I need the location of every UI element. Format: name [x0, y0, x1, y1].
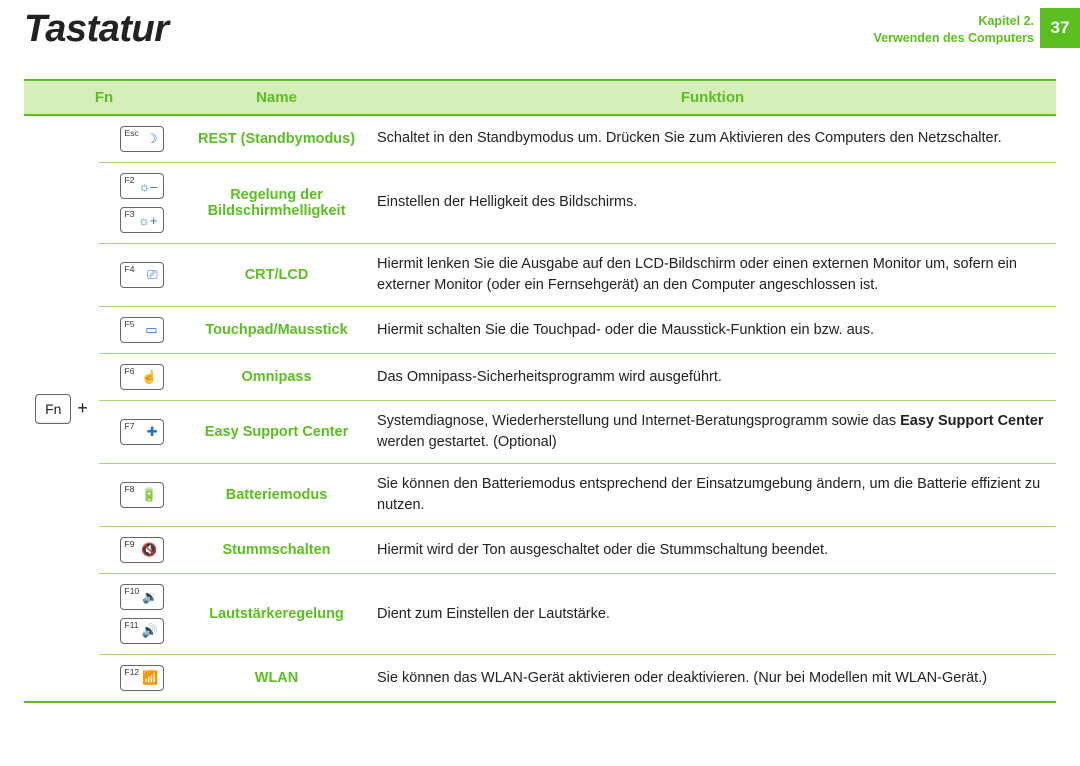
- key-cell: F10🔉 F11🔊: [99, 574, 184, 655]
- fn-keys-table: Fn Name Funktion Fn + Esc ☽ REST (Standbymod…: [24, 79, 1056, 703]
- function-cell: Einstellen der Helligkeit des Bildschirm…: [369, 163, 1056, 244]
- keycap-icon: 🔇: [141, 542, 157, 558]
- function-keycap: F8 🔋: [120, 482, 164, 508]
- table-row: F12📶 WLANSie können das WLAN-Gerät aktivi…: [24, 655, 1056, 703]
- function-cell: Hiermit schalten Sie die Touchpad- oder …: [369, 307, 1056, 354]
- function-keycap: F11🔊: [120, 618, 164, 644]
- name-cell: Touchpad/Mausstick: [184, 307, 369, 354]
- th-funktion: Funktion: [369, 80, 1056, 115]
- page-header: Tastatur Kapitel 2. Verwenden des Comput…: [0, 0, 1080, 51]
- name-cell: CRT/LCD: [184, 244, 369, 307]
- table-row: F6 ☝ OmnipassDas Omnipass-Sicherheitsprogr…: [24, 354, 1056, 401]
- keycap-label: F6: [125, 365, 135, 376]
- name-cell: REST (Standbymodus): [184, 115, 369, 163]
- keycap-label: F2: [125, 174, 135, 185]
- function-keycap: F4 ⎚: [120, 262, 164, 288]
- name-cell: Stummschalten: [184, 527, 369, 574]
- function-keycap: F2☼–: [120, 173, 164, 199]
- keycap-label: F11: [125, 619, 139, 630]
- table-row: F2☼– F3☼+ Regelung der Bildschirmhelligkei…: [24, 163, 1056, 244]
- keycap-label: Esc: [125, 127, 139, 138]
- keycap-icon: 🔉: [142, 589, 158, 605]
- keycap-label: F3: [125, 208, 135, 219]
- th-name: Name: [184, 80, 369, 115]
- keycap-label: F7: [125, 420, 135, 431]
- function-keycap: F7 ✚: [120, 419, 164, 445]
- function-cell: Das Omnipass-Sicherheitsprogramm wird au…: [369, 354, 1056, 401]
- function-cell: Sie können den Batteriemodus entsprechen…: [369, 464, 1056, 527]
- page-title: Tastatur: [24, 8, 169, 51]
- key-cell: F8 🔋: [99, 464, 184, 527]
- keycap-icon: 🔋: [141, 487, 157, 503]
- key-cell: F7 ✚: [99, 401, 184, 464]
- function-keycap: F12📶: [120, 665, 164, 691]
- keycap-label: F9: [125, 538, 135, 549]
- key-cell: F6 ☝: [99, 354, 184, 401]
- function-cell: Systemdiagnose, Wiederherstellung und In…: [369, 401, 1056, 464]
- plus-sign: +: [77, 398, 88, 419]
- keycap-label: F4: [125, 263, 135, 274]
- table-row: F7 ✚ Easy Support CenterSystemdiagnose, Wi…: [24, 401, 1056, 464]
- page-number-badge: 37: [1040, 8, 1080, 48]
- name-cell: Easy Support Center: [184, 401, 369, 464]
- function-cell: Sie können das WLAN-Gerät aktivieren ode…: [369, 655, 1056, 703]
- name-cell: Batteriemodus: [184, 464, 369, 527]
- key-cell: F4 ⎚: [99, 244, 184, 307]
- keycap-icon: ☼–: [138, 179, 157, 194]
- key-cell: F2☼– F3☼+: [99, 163, 184, 244]
- name-cell: WLAN: [184, 655, 369, 703]
- function-keycap: F5 ▭: [120, 317, 164, 343]
- key-cell: F9 🔇: [99, 527, 184, 574]
- keycap-icon: 🔊: [142, 623, 158, 639]
- name-cell: Lautstärkeregelung: [184, 574, 369, 655]
- header-right: Kapitel 2. Verwenden des Computers 37: [874, 8, 1080, 48]
- function-cell: Dient zum Einstellen der Lautstärke.: [369, 574, 1056, 655]
- keycap-icon: ☽: [146, 131, 158, 147]
- main-content: Fn Name Funktion Fn + Esc ☽ REST (Standbymod…: [0, 51, 1080, 703]
- function-cell: Hiermit wird der Ton ausgeschaltet oder …: [369, 527, 1056, 574]
- chapter-line2: Verwenden des Computers: [874, 30, 1034, 47]
- table-row: F5 ▭ Touchpad/MausstickHiermit schalten Si…: [24, 307, 1056, 354]
- key-cell: F12📶: [99, 655, 184, 703]
- chapter-block: Kapitel 2. Verwenden des Computers: [874, 9, 1034, 47]
- name-cell: Regelung der Bildschirmhelligkeit: [184, 163, 369, 244]
- fn-combo-cell: Fn +: [24, 115, 99, 702]
- table-row: Fn+Esc☽REST (Standbymodus)Schaltet in de…: [24, 115, 1056, 163]
- keycap-icon: ☝: [141, 369, 157, 385]
- keycap-label: F10: [125, 585, 140, 596]
- keycap-icon: ☼+: [138, 213, 158, 228]
- keycap-label: F5: [125, 318, 135, 329]
- function-keycap: Esc ☽: [120, 126, 164, 152]
- table-row: F4 ⎚ CRT/LCDHiermit lenken Sie die Ausgabe…: [24, 244, 1056, 307]
- keycap-icon: ⎚: [147, 267, 157, 283]
- chapter-line1: Kapitel 2.: [874, 13, 1034, 30]
- key-cell: F5 ▭: [99, 307, 184, 354]
- function-keycap: F3☼+: [120, 207, 164, 233]
- table-row: F10🔉 F11🔊 LautstärkeregelungDient zum Eins…: [24, 574, 1056, 655]
- function-cell: Schaltet in den Standbymodus um. Drücken…: [369, 115, 1056, 163]
- keycap-label: F12: [125, 666, 140, 677]
- function-keycap: F10🔉: [120, 584, 164, 610]
- keycap-icon: ▭: [145, 322, 157, 338]
- table-row: F9 🔇 StummschaltenHiermit wird der Ton aus…: [24, 527, 1056, 574]
- function-keycap: F6 ☝: [120, 364, 164, 390]
- table-header-row: Fn Name Funktion: [24, 80, 1056, 115]
- keycap-icon: ✚: [147, 424, 158, 440]
- name-cell: Omnipass: [184, 354, 369, 401]
- function-keycap: F9 🔇: [120, 537, 164, 563]
- keycap-icon: 📶: [142, 670, 158, 686]
- table-row: F8 🔋 BatteriemodusSie können den Batteriem…: [24, 464, 1056, 527]
- keycap-label: F8: [125, 483, 135, 494]
- fn-keycap: Fn: [35, 394, 71, 424]
- key-cell: Esc ☽: [99, 115, 184, 163]
- function-cell: Hiermit lenken Sie die Ausgabe auf den L…: [369, 244, 1056, 307]
- th-fn: Fn: [24, 80, 184, 115]
